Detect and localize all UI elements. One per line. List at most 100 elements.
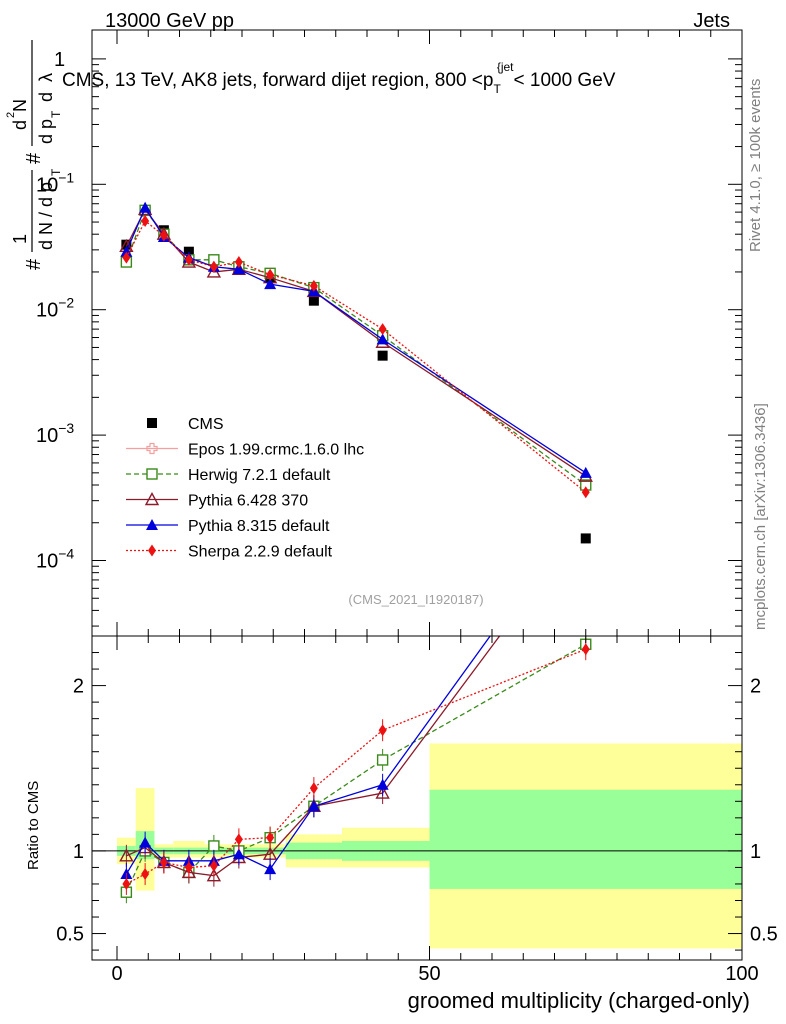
- y-tick-label-base: 10: [36, 425, 58, 447]
- data-point: [581, 643, 590, 656]
- data-point: [232, 848, 245, 860]
- data-point: [579, 466, 592, 478]
- ratio-line: [125, 643, 587, 893]
- y-tick-label: 10−2: [36, 295, 74, 322]
- title-part: T: [493, 82, 501, 96]
- y-title-part: λ: [36, 73, 56, 82]
- data-point: [308, 295, 319, 306]
- y-tick-label-exponent: −1: [58, 169, 74, 185]
- x-axis-title: groomed multiplicity (charged-only): [408, 988, 750, 1013]
- x-tick-label: 100: [725, 963, 758, 985]
- top-series-group: [119, 201, 593, 544]
- title-part: p: [483, 70, 494, 91]
- data-point: [206, 868, 222, 882]
- data-point: [147, 418, 157, 428]
- y-title-part: d: [10, 120, 30, 130]
- data-point: [122, 251, 131, 264]
- data-point: [209, 260, 218, 273]
- x-tick-label: 50: [418, 963, 440, 985]
- data-point: [139, 201, 152, 213]
- data-point: [309, 782, 318, 795]
- y-title-part: 2: [5, 112, 17, 118]
- series-pythia8: [120, 201, 592, 478]
- data-point: [580, 533, 591, 544]
- data-point: [208, 840, 220, 852]
- y-tick-label-exponent: −3: [58, 420, 74, 436]
- legend-label: Herwig 7.2.1 default: [188, 467, 331, 484]
- data-point: [159, 229, 168, 242]
- data-point: [148, 544, 156, 557]
- data-point: [122, 877, 131, 890]
- title-part: CMS, 13 TeV, AK8 jets, forward dijet reg…: [62, 70, 483, 91]
- y-tick-label-base: 10: [36, 300, 58, 322]
- data-point: [266, 831, 275, 844]
- y-title-part: T: [49, 110, 63, 118]
- series-line: [125, 209, 587, 486]
- data-point: [377, 350, 388, 361]
- series-sherpa: [122, 214, 590, 499]
- ratio-line: [126, 648, 586, 885]
- data-point: [266, 268, 275, 281]
- y-title-part: 1: [10, 234, 30, 244]
- y-title-part: #: [23, 152, 45, 164]
- y-tick-label-exponent: −2: [58, 295, 74, 311]
- ratio-y-tick-label-right: 2: [750, 676, 761, 698]
- data-point: [209, 859, 218, 872]
- ratio-y-tick-label-left: 1: [73, 841, 84, 863]
- analysis-watermark: (CMS_2021_I1920187): [348, 592, 483, 607]
- ratio-y-tick-label-right: 1: [750, 841, 761, 863]
- legend-label: Pythia 8.315 default: [188, 518, 330, 535]
- y-title-part: N: [10, 99, 30, 112]
- data-point: [159, 856, 168, 869]
- legend-label: Epos 1.99.crmc.1.6.0 lhc: [188, 442, 364, 459]
- y-tick-label-base: 10: [36, 174, 58, 196]
- y-tick-label: 10−4: [36, 546, 74, 573]
- ratio-line: [126, 636, 501, 877]
- ratio-plot-frame: [91, 635, 743, 961]
- data-point: [232, 263, 245, 275]
- rivet-version-label: Rivet 4.1.0, ≥ 100k events: [747, 79, 764, 252]
- data-point: [184, 253, 193, 266]
- ratio-uncertainty-bands: [92, 743, 742, 949]
- data-point: [184, 861, 193, 874]
- x-tick-label: 0: [111, 963, 122, 985]
- data-point: [146, 442, 158, 455]
- ratio-y-tick-label-left: 0.5: [56, 924, 84, 946]
- series-line: [125, 206, 587, 474]
- data-point: [121, 239, 132, 250]
- data-point: [264, 278, 277, 290]
- y-title-part: #: [23, 258, 45, 270]
- data-point: [375, 785, 390, 799]
- y-tick-label-exponent: −4: [58, 546, 74, 562]
- data-point: [146, 468, 158, 480]
- data-point: [581, 486, 590, 499]
- series-line: [125, 219, 587, 493]
- header-right: Jets: [693, 10, 730, 32]
- y-title-part: d p: [36, 119, 56, 144]
- data-point: [141, 868, 150, 881]
- data-point: [378, 724, 387, 737]
- legend: CMS Epos 1.99.crmc.1.6.0 lhc Herwig 7.2.1 …: [126, 416, 364, 561]
- mcplots-label: mcplots.cern.ch [arXiv:1306.3436]: [752, 403, 769, 630]
- y-tick-label-base: 1: [54, 49, 65, 71]
- legend-label: Pythia 6.428 370: [188, 493, 308, 510]
- data-point: [234, 256, 243, 269]
- data-point: [378, 323, 387, 336]
- legend-label: CMS: [188, 416, 224, 433]
- band-inner: [429, 789, 742, 889]
- data-point: [580, 498, 592, 509]
- data-point: [580, 514, 592, 525]
- y-tick-label: 10−1: [36, 169, 74, 196]
- title-part: < 1000 GeV: [514, 70, 616, 91]
- data-point: [234, 833, 243, 846]
- header-left: 13000 GeV pp: [105, 10, 234, 32]
- ratio-y-axis-title: Ratio to CMS: [25, 781, 42, 870]
- y-title-part: d N / d p: [36, 182, 56, 250]
- y-tick-label: 10−3: [36, 420, 74, 447]
- cross-marker: [146, 442, 158, 455]
- data-point: [376, 333, 389, 345]
- data-point: [307, 800, 320, 812]
- data-point: [376, 754, 389, 766]
- y-title-part: d: [36, 92, 56, 102]
- data-point: [376, 778, 389, 790]
